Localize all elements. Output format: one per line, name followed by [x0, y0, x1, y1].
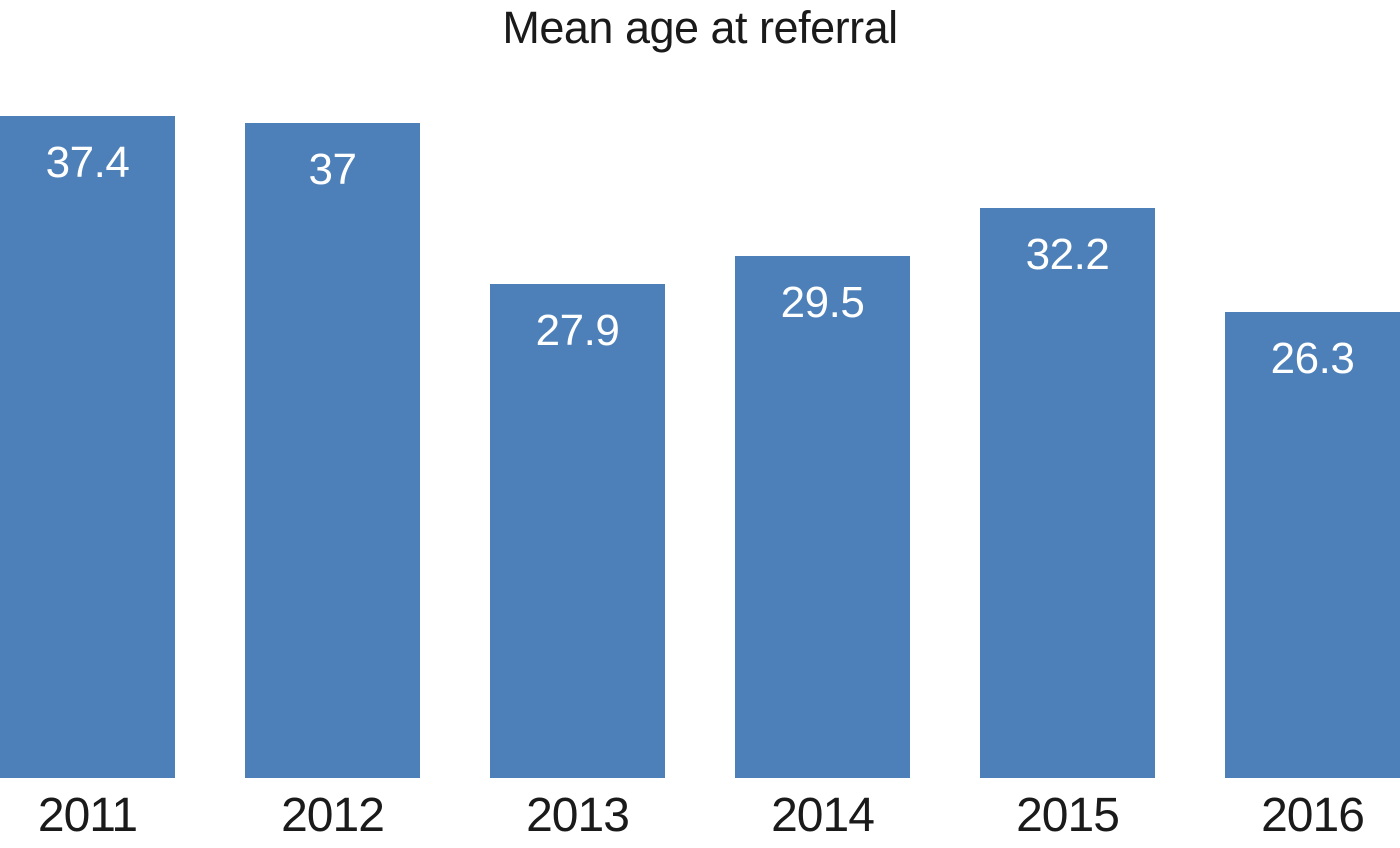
x-axis-label-2016: 2016 — [1261, 789, 1365, 842]
bar-2016: 26.3 — [1225, 312, 1400, 778]
bar-2013: 27.9 — [490, 284, 665, 778]
chart-title: Mean age at referral — [502, 2, 898, 53]
x-axis-label-2012: 2012 — [281, 789, 385, 842]
plot-area: 37.4 37 27.9 29.5 32.2 26.3 — [0, 70, 1400, 778]
bar-2014: 29.5 — [735, 256, 910, 778]
bar-value-label: 29.5 — [780, 278, 865, 327]
x-axis-label-2014: 2014 — [771, 789, 875, 842]
bar-value-label: 37 — [308, 145, 357, 194]
bar-value-label: 26.3 — [1270, 334, 1355, 383]
x-axis-label-2011: 2011 — [37, 789, 138, 842]
x-axis-label-2013: 2013 — [526, 789, 630, 842]
bar-value-label: 32.2 — [1025, 230, 1110, 279]
bar-2012: 37 — [245, 123, 420, 778]
bar-2011: 37.4 — [0, 116, 175, 778]
bar-2015: 32.2 — [980, 208, 1155, 778]
x-axis-label-2015: 2015 — [1016, 789, 1120, 842]
bar-value-label: 37.4 — [45, 138, 130, 187]
x-axis: 2011 2012 2013 2014 2015 2016 — [0, 778, 1400, 848]
bar-value-label: 27.9 — [535, 306, 620, 355]
